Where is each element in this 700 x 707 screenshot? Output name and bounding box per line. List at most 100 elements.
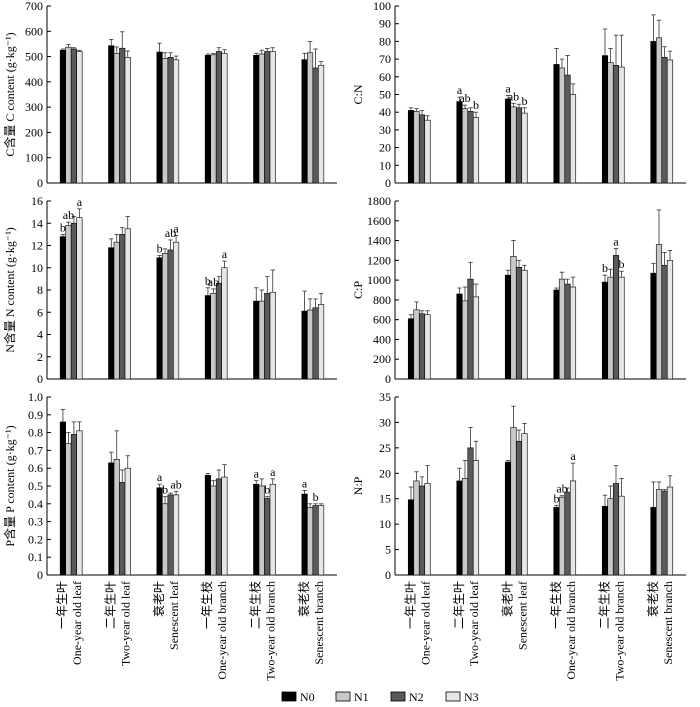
bar (424, 314, 431, 380)
y-tick-label: 1000 (367, 273, 391, 287)
bar (472, 460, 480, 576)
bar (666, 486, 674, 576)
bar (156, 487, 163, 576)
bar (461, 108, 469, 184)
bar (204, 295, 211, 380)
bar (569, 94, 577, 184)
bar (650, 41, 657, 184)
bar (210, 293, 217, 380)
x-category-label-zh: 二年生叶 (104, 581, 118, 629)
legend-label: N2 (409, 690, 424, 704)
bar (173, 59, 180, 184)
bar (258, 485, 265, 576)
y-tick-label: 0.6 (28, 461, 43, 475)
bar (607, 62, 614, 184)
bar (162, 58, 169, 184)
bar (510, 427, 517, 576)
significance-label: b (473, 98, 479, 112)
bar (221, 53, 228, 184)
bar (76, 430, 83, 576)
significance-label: b (264, 483, 270, 497)
bar (618, 495, 625, 576)
bar (661, 57, 668, 184)
bar (173, 494, 180, 576)
bar (70, 222, 77, 380)
significance-label: ab (63, 208, 74, 222)
bar (264, 293, 271, 380)
significance-label: b (602, 261, 608, 275)
y-axis-label: C:N (351, 84, 365, 104)
significance-label: ab (165, 226, 176, 240)
y-tick-label: 0.7 (28, 443, 43, 457)
bar (661, 490, 668, 576)
significance-label: ab (508, 89, 519, 103)
y-tick-label: 14 (31, 216, 43, 230)
y-tick-label: 1400 (367, 234, 391, 248)
bar (569, 480, 577, 576)
significance-label: b (157, 242, 163, 256)
y-tick-label: 600 (373, 313, 391, 327)
y-tick-label: 0.5 (28, 479, 43, 493)
bar (504, 98, 512, 184)
bar (119, 47, 126, 184)
significance-label: b (205, 274, 211, 288)
x-category-label-en: One-year old leaf (418, 581, 432, 665)
legend-label: N0 (300, 690, 315, 704)
bar (307, 507, 314, 576)
significance-label: a (270, 465, 276, 479)
bar (156, 257, 163, 380)
bar (407, 110, 415, 184)
bar (472, 117, 480, 184)
bar (612, 64, 620, 184)
y-axis-label: N:P (351, 476, 365, 495)
y-tick-label: 400 (25, 75, 43, 89)
bar (612, 255, 620, 380)
bar (461, 478, 469, 576)
y-tick-label: 6 (37, 305, 43, 319)
x-category-label-en: One-year old leaf (70, 581, 84, 665)
legend-swatch (281, 691, 297, 702)
bar (65, 442, 72, 576)
bar (215, 478, 222, 576)
bar (307, 309, 314, 380)
y-axis-label: C:P (351, 281, 365, 299)
y-tick-label: 700 (25, 0, 43, 13)
x-category-label-zh: 一年生枝 (548, 581, 563, 629)
bar (119, 482, 126, 576)
x-category-label-en: Senescent branch (661, 581, 675, 665)
bar (424, 483, 431, 576)
x-category-label-en: Two-year old branch (264, 581, 278, 681)
bar (612, 483, 620, 576)
bar (108, 45, 115, 184)
legend-swatch (335, 691, 351, 702)
x-category-label-zh: 衰老枝 (645, 581, 660, 617)
y-tick-label: 2 (37, 350, 43, 364)
bar (318, 304, 325, 380)
y-tick-label: 1600 (367, 214, 391, 228)
bar (59, 236, 66, 380)
y-tick-label: 40 (379, 105, 391, 119)
bar (124, 467, 131, 576)
y-tick-label: 70 (379, 52, 391, 66)
y-tick-label: 500 (25, 50, 43, 64)
x-category-label-zh: 二年生叶 (452, 581, 466, 629)
bar (258, 300, 265, 380)
x-category-label-zh: 衰老叶 (151, 581, 166, 617)
bar (312, 67, 319, 184)
y-tick-label: 0 (385, 372, 391, 386)
significance-label: a (77, 195, 83, 209)
x-category-label-en: One-year old branch (215, 581, 229, 680)
bar (221, 476, 228, 576)
x-category-label-zh: 衰老叶 (499, 581, 514, 617)
y-tick-label: 200 (25, 125, 43, 139)
x-category-label-zh: 一年生叶 (403, 581, 417, 629)
bar (521, 112, 528, 184)
bar (515, 107, 523, 184)
y-tick-label: 0.2 (28, 532, 43, 546)
y-tick-label: 300 (25, 100, 43, 114)
bar (167, 57, 174, 184)
bar (258, 53, 265, 184)
significance-label: a (157, 470, 163, 484)
bar (650, 507, 657, 576)
x-category-label-en: Two-year old leaf (467, 581, 481, 666)
